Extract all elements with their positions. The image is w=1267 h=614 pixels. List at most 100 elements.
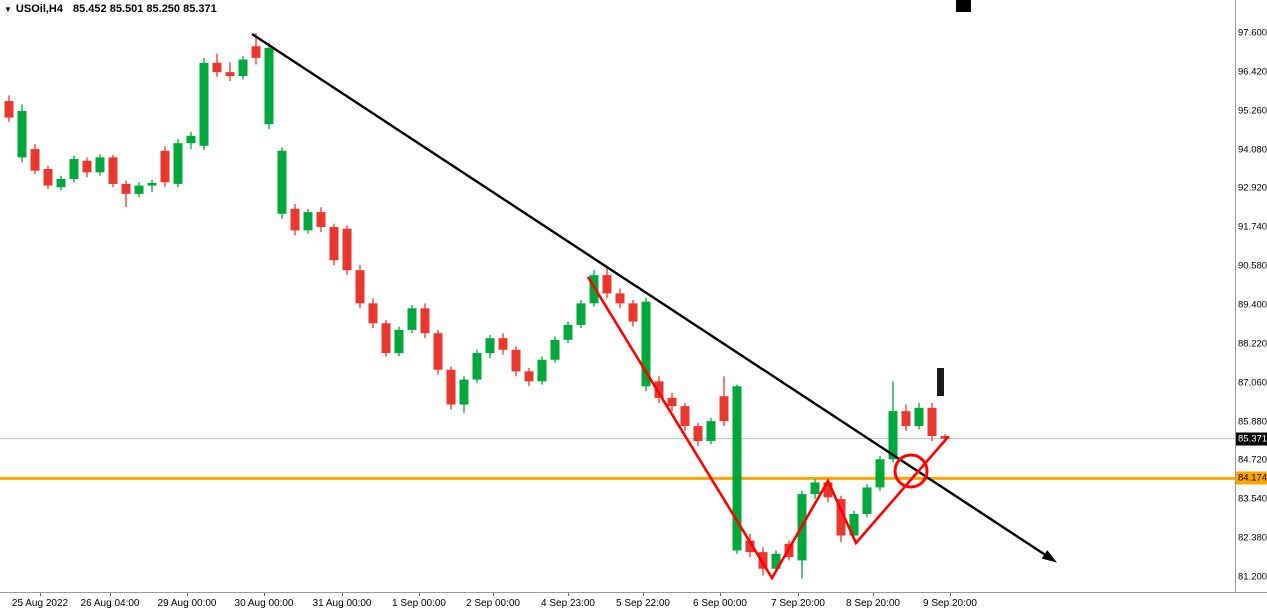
candle-body: [199, 62, 209, 146]
candle-body: [69, 159, 79, 179]
candle-body: [927, 407, 937, 437]
candles-layer: [4, 33, 950, 579]
time-axis-label: 30 Aug 00:00: [234, 598, 294, 609]
time-axis-label: 1 Sep 00:00: [392, 598, 446, 609]
candle-body: [264, 47, 274, 125]
candle-body: [147, 182, 157, 186]
candle-body: [485, 338, 495, 354]
candle-body: [303, 212, 313, 231]
symbol-period-label: USOil,H4: [15, 3, 63, 15]
price-axis-label: 88.220: [1238, 338, 1267, 350]
candle-body: [823, 482, 833, 498]
candle-body: [654, 381, 664, 398]
candle-body: [30, 149, 40, 171]
candle-body: [342, 228, 352, 271]
candle-body: [82, 160, 92, 173]
time-axis-label: 29 Aug 00:00: [157, 598, 217, 609]
candle-body: [407, 308, 417, 330]
candle-body: [732, 386, 742, 551]
candle-body: [329, 227, 339, 261]
price-axis-label: 92.920: [1238, 182, 1267, 194]
time-axis-label: 4 Sep 23:00: [541, 598, 595, 609]
candle-body: [914, 407, 924, 427]
time-axis-label: 26 Aug 04:00: [80, 598, 140, 609]
time-axis-label: 9 Sep 20:00: [923, 598, 977, 609]
candle-body: [108, 157, 118, 184]
ohlc-values: 85.452 85.501 85.250 85.371: [73, 3, 217, 15]
candle-body: [472, 353, 482, 380]
candle-body: [849, 513, 859, 536]
price-axis-label: 91.740: [1238, 221, 1267, 233]
time-axis-tick: [643, 593, 644, 596]
candle-body: [693, 426, 703, 441]
candle-body: [277, 150, 287, 214]
candle-body: [628, 303, 638, 322]
candle-body: [550, 339, 560, 360]
candle-body: [810, 482, 820, 495]
current-price-line-tag: 85.371: [1236, 432, 1267, 446]
candle-body: [602, 275, 612, 294]
corner-marker: [956, 0, 971, 12]
time-axis-label: 2 Sep 00:00: [466, 598, 520, 609]
chart-area[interactable]: [0, 0, 1235, 592]
time-axis-tick: [419, 593, 420, 596]
time-axis-tick: [873, 593, 874, 596]
candle-body: [121, 183, 131, 194]
candle-body: [511, 349, 521, 372]
candle-body: [771, 553, 781, 569]
candle-body: [745, 540, 755, 553]
price-axis[interactable]: 97.600 96.420 95.260 94.080 92.920 91.740 90.5…: [1235, 0, 1267, 592]
price-axis-label: 85.880: [1238, 416, 1267, 428]
candle-body: [537, 359, 547, 382]
time-axis-label: 8 Sep 20:00: [846, 598, 900, 609]
zigzag-annotation[interactable]: [586, 276, 949, 581]
time-axis-label: 25 Aug 2022: [11, 598, 69, 609]
candle-body: [446, 369, 456, 405]
candle-body: [680, 406, 690, 427]
candle-body: [56, 178, 66, 188]
time-axis-label: 5 Sep 22:00: [616, 598, 670, 609]
candle-body: [316, 212, 326, 228]
time-axis-label: 7 Sep 20:00: [771, 598, 825, 609]
time-axis-tick: [40, 593, 41, 596]
candle-body: [43, 169, 53, 186]
candle-body: [290, 208, 300, 231]
time-axis-tick: [187, 593, 188, 596]
candle-body: [4, 101, 14, 118]
candle-body: [134, 185, 144, 194]
dark-marker: [937, 368, 944, 396]
time-axis[interactable]: 25 Aug 2022 26 Aug 04:00 29 Aug 00:00 30 Au…: [0, 592, 1267, 614]
candle-body: [875, 459, 885, 488]
breakout-circle[interactable]: [893, 453, 929, 489]
price-axis-label: 96.420: [1238, 66, 1267, 78]
trendline[interactable]: [251, 32, 1048, 558]
candle-body: [836, 499, 846, 536]
candle-body: [173, 143, 183, 184]
candle-body: [641, 301, 651, 387]
price-axis-label: 87.060: [1238, 377, 1267, 389]
candle-body: [212, 62, 222, 73]
time-axis-tick: [950, 593, 951, 596]
candle-body: [524, 371, 534, 382]
price-axis-label: 97.600: [1238, 27, 1267, 39]
time-axis-tick: [342, 593, 343, 596]
time-axis-tick: [264, 593, 265, 596]
time-axis-tick: [493, 593, 494, 596]
candle-body: [667, 397, 677, 407]
candle-body: [563, 324, 573, 340]
orange-support-line-tag: 84.174: [1236, 471, 1267, 485]
time-axis-tick: [110, 593, 111, 596]
symbol-title: ▼ USOil,H4 85.452 85.501 85.250 85.371: [4, 3, 217, 15]
candle-body: [433, 333, 443, 370]
candle-body: [706, 421, 716, 441]
candle-body: [901, 411, 911, 427]
price-axis-label: 83.540: [1238, 493, 1267, 505]
candle-body: [17, 110, 27, 158]
price-axis-label: 81.200: [1238, 571, 1267, 583]
candle-body: [615, 293, 625, 304]
candle-body: [498, 338, 508, 350]
candle-body: [368, 303, 378, 324]
symbol-dropdown-icon[interactable]: ▼: [4, 4, 12, 14]
price-axis-label: 84.720: [1238, 454, 1267, 466]
candle-body: [95, 157, 105, 173]
